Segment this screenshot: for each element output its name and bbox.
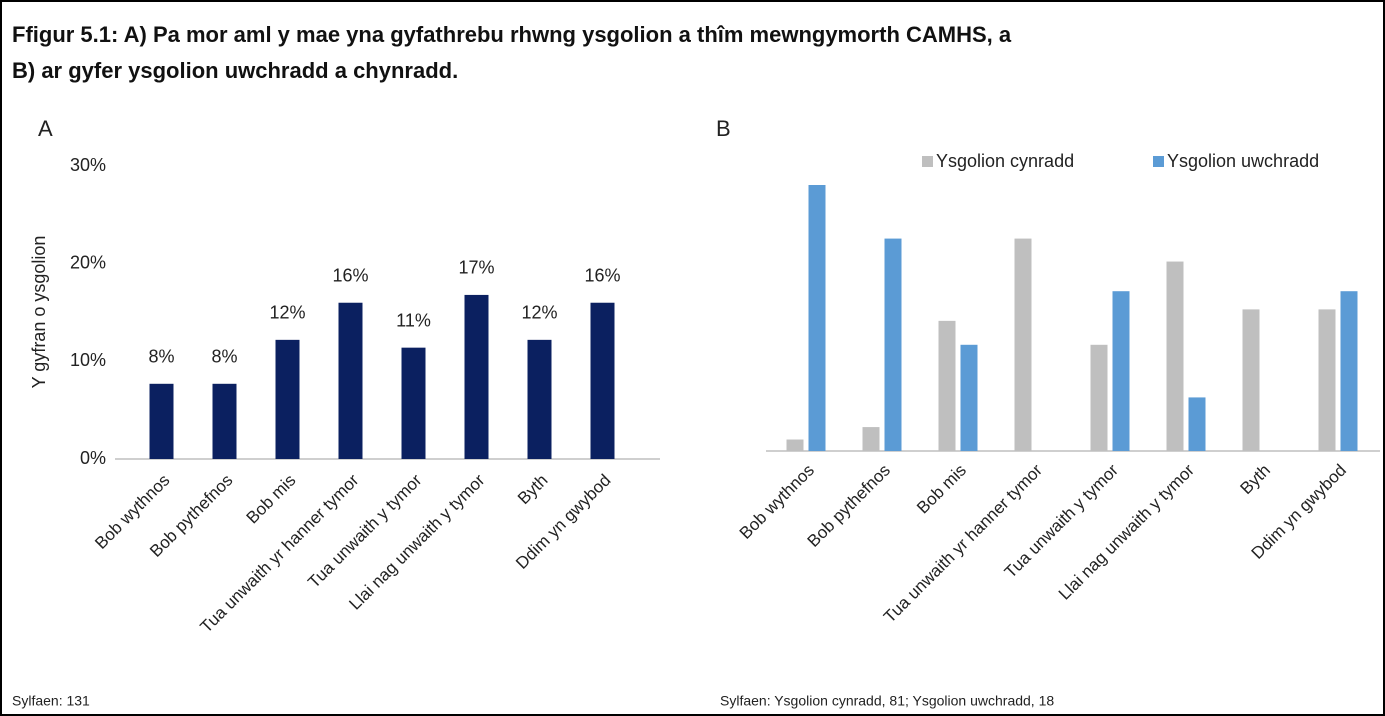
bar: [464, 294, 489, 459]
bar: [527, 339, 552, 459]
bar: [275, 339, 300, 459]
legend-label: Ysgolion uwchradd: [1167, 151, 1319, 171]
panel-label: A: [38, 116, 53, 141]
data-label: 8%: [211, 347, 237, 367]
bar: [1340, 291, 1358, 451]
source-note: Sylfaen: 131: [12, 693, 90, 709]
bar: [401, 347, 426, 459]
bar: [938, 320, 956, 451]
bar: [1014, 238, 1032, 451]
figure-title: Ffigur 5.1: A) Pa mor aml y mae yna gyfa…: [12, 22, 1012, 83]
panel-label: B: [716, 116, 731, 141]
bar: [1318, 309, 1336, 451]
bar: [1166, 261, 1184, 451]
data-label: 12%: [269, 303, 305, 323]
source-note: Sylfaen: Ysgolion cynradd, 81; Ysgolion …: [720, 693, 1054, 709]
bar: [786, 439, 804, 451]
bar: [338, 302, 363, 459]
bar: [1112, 291, 1130, 451]
legend-swatch: [1153, 156, 1164, 167]
bar: [590, 302, 615, 459]
y-tick-label: 10%: [70, 350, 106, 370]
bar: [212, 383, 237, 459]
data-label: 8%: [148, 347, 174, 367]
bar: [808, 185, 826, 451]
bar: [1188, 397, 1206, 451]
bar: [884, 238, 902, 451]
legend-label: Ysgolion cynradd: [936, 151, 1074, 171]
bar: [1090, 344, 1108, 451]
y-tick-label: 30%: [70, 155, 106, 175]
bar: [149, 383, 174, 459]
data-label: 17%: [458, 258, 494, 278]
y-tick-label: 20%: [70, 252, 106, 272]
legend-swatch: [922, 156, 933, 167]
data-label: 12%: [521, 303, 557, 323]
data-label: 16%: [584, 265, 620, 285]
y-tick-label: 0%: [80, 448, 106, 468]
bar: [862, 427, 880, 451]
bar: [960, 344, 978, 451]
data-label: 11%: [396, 310, 431, 330]
y-axis-label: Y gyfran o ysgolion: [29, 236, 49, 389]
data-label: 16%: [332, 265, 368, 285]
bar: [1242, 309, 1260, 451]
